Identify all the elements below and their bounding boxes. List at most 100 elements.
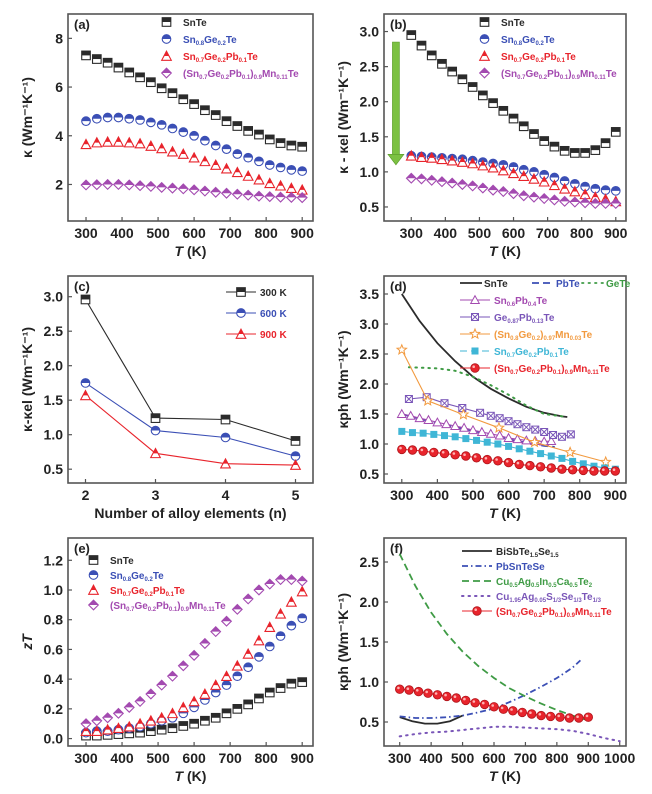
marker-ball xyxy=(589,466,599,476)
data-point xyxy=(210,626,222,638)
legend-text-part: 0.2 xyxy=(535,41,544,47)
legend-text-part: Mn xyxy=(575,607,589,618)
legend-text-part: 0.2 xyxy=(534,613,543,619)
marker-ball-highlight xyxy=(538,713,542,716)
marker-square-fill xyxy=(200,716,210,721)
marker-ball xyxy=(423,688,433,698)
data-point xyxy=(145,140,157,151)
marker-ball-highlight xyxy=(472,365,476,369)
data-point xyxy=(451,433,459,441)
data-point xyxy=(599,197,612,210)
marker-ball xyxy=(439,448,450,459)
data-point xyxy=(451,693,461,703)
legend-text-part: ) xyxy=(540,330,543,341)
marker-square-solid xyxy=(515,445,523,453)
x-tick-label: 600 xyxy=(497,487,521,503)
legend-marker xyxy=(87,599,100,611)
series-sn0-8ge0-2te xyxy=(81,112,308,176)
marker-triangle-fill xyxy=(256,174,262,180)
data-point xyxy=(408,429,416,437)
legend-text-part: 0.7 xyxy=(123,592,132,598)
legend-text-part: 0.2 xyxy=(528,353,537,359)
marker-ball xyxy=(508,706,518,716)
legend-marker xyxy=(479,17,490,27)
data-point xyxy=(220,414,231,425)
data-point xyxy=(522,423,531,432)
marker-circle-fill xyxy=(550,173,559,178)
marker-square-fill xyxy=(458,74,467,80)
y-tick-label: 1.5 xyxy=(44,392,64,408)
marker-diamond-fill xyxy=(146,181,156,187)
data-point xyxy=(518,170,530,181)
legend-text-part: S xyxy=(546,592,553,603)
marker-ball-highlight xyxy=(472,700,476,703)
marker-diamond-fill xyxy=(286,192,297,198)
legend-text-part: Ge xyxy=(131,586,145,597)
data-point xyxy=(285,595,298,607)
marker-diamond-fill xyxy=(124,702,135,708)
legend-text-part: 0.9 xyxy=(565,370,574,376)
data-point xyxy=(274,179,287,191)
legend-text-part: Sn xyxy=(494,347,507,358)
data-point xyxy=(242,169,254,181)
data-point xyxy=(564,713,575,723)
data-point xyxy=(264,687,275,698)
marker-diamond-fill xyxy=(254,191,264,197)
marker-diamond-fill xyxy=(178,184,189,189)
data-point xyxy=(156,119,167,130)
legend-text-part: Mn xyxy=(580,69,594,80)
marker-star-open xyxy=(528,435,541,448)
data-point xyxy=(537,450,545,458)
data-point xyxy=(477,182,489,194)
legend-item: (Sn0.7Ge0.2Pb0.1)0.9Mn0.11Te xyxy=(462,606,612,619)
legend-text-part: 0.8 xyxy=(196,41,205,47)
x-tick-label: 4 xyxy=(222,487,230,503)
data-point xyxy=(450,450,460,460)
data-point xyxy=(123,179,135,191)
data-point xyxy=(231,188,243,200)
legend-item: SnTe xyxy=(88,555,134,567)
legend-text-part: Ge xyxy=(134,601,148,612)
legend-text-part: Cu xyxy=(496,577,509,588)
series--sn0-7ge0-2pb0-1-0-9mn0-11te xyxy=(80,178,308,204)
series-snte xyxy=(81,50,308,152)
marker-ball xyxy=(517,707,527,718)
data-point xyxy=(407,445,418,455)
marker-triangle-fill xyxy=(83,139,89,145)
legend-text-part: Sn xyxy=(494,296,507,307)
data-point xyxy=(570,148,580,158)
marker-square-fill xyxy=(417,41,426,46)
data-point xyxy=(508,706,518,716)
legend-text-part: Mn xyxy=(189,601,203,612)
marker-x xyxy=(458,404,467,412)
data-point xyxy=(426,174,438,186)
marker-ball-highlight xyxy=(425,690,429,694)
data-point xyxy=(242,647,254,659)
marker-diamond-fill xyxy=(178,660,189,666)
marker-square-fill xyxy=(427,51,437,56)
marker-square-fill xyxy=(265,135,275,140)
y-tick-label: 3.5 xyxy=(360,286,380,302)
legend-text-part: ) xyxy=(561,364,564,375)
marker-triangle-fill xyxy=(278,608,284,614)
marker-triangle-fill xyxy=(562,183,568,189)
marker-ball-highlight xyxy=(431,449,434,453)
marker-diamond-fill xyxy=(146,689,156,694)
marker-ball-highlight xyxy=(420,448,424,452)
data-point xyxy=(589,197,601,210)
data-point xyxy=(518,121,529,132)
data-point xyxy=(290,436,301,446)
marker-triangle-open xyxy=(458,422,470,432)
legend-text-part: 0.2 xyxy=(217,41,226,47)
data-point xyxy=(564,446,577,458)
marker-triangle-fill xyxy=(83,390,88,396)
marker-diamond-fill xyxy=(254,585,264,590)
data-point xyxy=(470,698,480,708)
data-point xyxy=(274,574,287,586)
series-line xyxy=(85,382,296,457)
legend-text-part: 0.4 xyxy=(528,302,537,308)
legend-text-part: Te xyxy=(599,364,610,375)
data-point xyxy=(221,116,232,127)
data-point xyxy=(590,183,601,194)
legend-marker xyxy=(470,363,480,373)
